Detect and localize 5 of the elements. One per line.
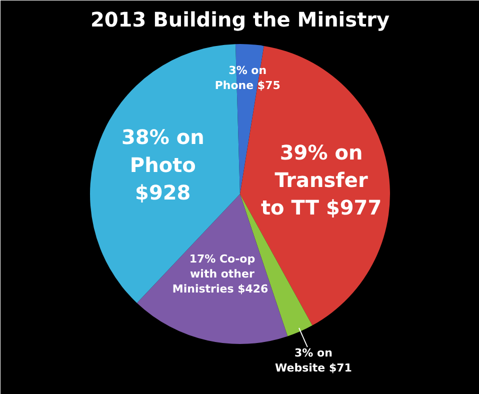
- slice-label: 17% Co-op with other Ministries $426: [172, 252, 269, 296]
- slice-label: 3% on Website $71: [275, 346, 352, 375]
- chart-title: 2013 Building the Ministry: [90, 8, 390, 32]
- slice-label: 39% on Transfer to TT $977: [260, 140, 382, 220]
- slice-label: 38% on Photo $928: [121, 125, 204, 204]
